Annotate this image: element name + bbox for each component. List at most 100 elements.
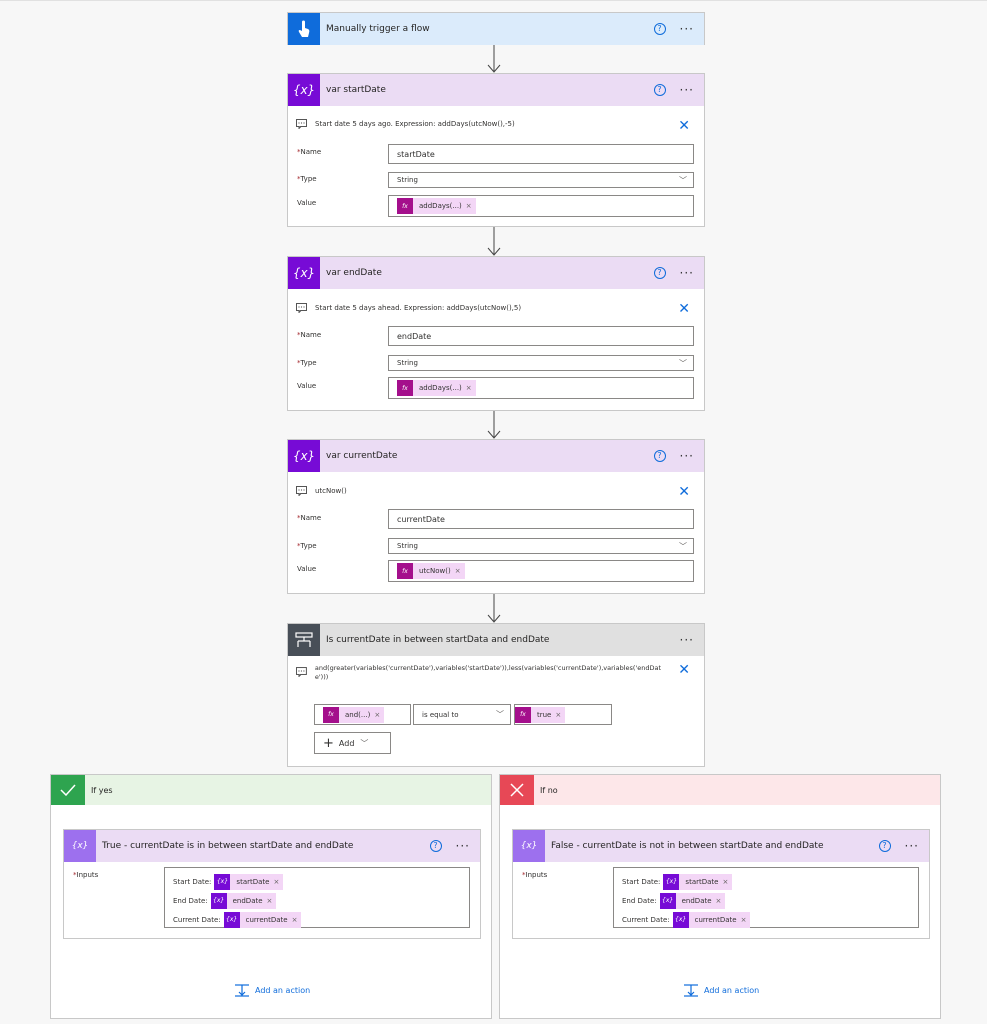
var-startdate-title: var startDate xyxy=(326,85,386,95)
if-yes-header[interactable]: If yes xyxy=(51,775,491,805)
variable-icon: {x} xyxy=(210,892,227,909)
remove-token-icon[interactable]: × xyxy=(465,202,472,210)
help-icon[interactable]: ? xyxy=(878,840,891,852)
value-field[interactable]: fx addDays(...) × xyxy=(388,195,694,217)
add-action-icon xyxy=(684,984,698,997)
help-icon[interactable]: ? xyxy=(653,450,666,462)
help-icon[interactable]: ? xyxy=(429,840,442,852)
if-yes-branch[interactable]: If yes {x} True - currentDate is in betw… xyxy=(50,774,492,1019)
condition-card[interactable]: Is currentDate in between startData and … xyxy=(287,623,705,767)
yes-action-header[interactable]: {x} True - currentDate is in between sta… xyxy=(64,830,480,862)
more-options-icon[interactable]: ··· xyxy=(679,83,694,97)
var-startdate-card[interactable]: {x} var startDate ? ··· Start date 5 day… xyxy=(287,73,705,227)
close-comment-icon[interactable]: ✕ xyxy=(678,662,690,678)
var-currentdate-card[interactable]: {x} var currentDate ? ··· utcNow() ✕ *Na… xyxy=(287,439,705,594)
variable-token[interactable]: {x} startDate × xyxy=(214,873,284,890)
variable-token[interactable]: {x} currentDate × xyxy=(672,911,751,928)
value-field[interactable]: fx addDays(...) × xyxy=(388,377,694,399)
trigger-card[interactable]: Manually trigger a flow ? ··· xyxy=(287,12,705,45)
help-icon[interactable]: ? xyxy=(653,84,666,96)
expression-token[interactable]: fx and(...) × xyxy=(323,706,385,723)
type-label: *Type xyxy=(297,359,317,367)
name-field[interactable]: startDate xyxy=(388,144,694,164)
add-action-button[interactable]: Add an action xyxy=(235,984,310,997)
remove-token-icon[interactable]: × xyxy=(722,877,729,886)
comment: Start date 5 days ago. Expression: addDa… xyxy=(296,119,515,129)
variable-token[interactable]: {x} startDate × xyxy=(663,873,733,890)
close-comment-icon[interactable]: ✕ xyxy=(678,301,690,317)
input-row: Current Date: {x} currentDate × xyxy=(173,910,469,929)
fx-icon: fx xyxy=(397,380,413,396)
name-label: *Name xyxy=(297,514,322,522)
no-action-header[interactable]: {x} False - currentDate is not in betwee… xyxy=(513,830,929,862)
input-row: Start Date: {x} startDate × xyxy=(622,872,918,891)
variable-token[interactable]: {x} endDate × xyxy=(659,892,726,909)
variable-icon: {x} xyxy=(223,911,240,928)
more-options-icon[interactable]: ··· xyxy=(679,22,694,36)
flow-arrow-icon xyxy=(487,45,501,73)
trigger-title: Manually trigger a flow xyxy=(326,24,430,34)
inputs-field[interactable]: Start Date: {x} startDate × End Date: {x} end… xyxy=(164,867,470,928)
if-no-label: If no xyxy=(540,785,558,795)
more-options-icon[interactable]: ··· xyxy=(679,633,694,647)
help-icon[interactable]: ? xyxy=(653,23,666,35)
more-options-icon[interactable]: ··· xyxy=(904,839,919,853)
comment-text: Start date 5 days ahead. Expression: add… xyxy=(315,304,522,312)
remove-token-icon[interactable]: × xyxy=(374,710,381,719)
more-options-icon[interactable]: ··· xyxy=(679,266,694,280)
type-dropdown[interactable]: String ﹀ xyxy=(388,172,694,188)
add-condition-button[interactable]: + Add ﹀ xyxy=(314,732,391,754)
chevron-down-icon: ﹀ xyxy=(679,542,687,551)
type-dropdown[interactable]: String ﹀ xyxy=(388,538,694,554)
if-no-branch[interactable]: If no {x} False - currentDate is not in … xyxy=(499,774,941,1019)
add-action-button[interactable]: Add an action xyxy=(684,984,759,997)
comment-icon xyxy=(296,119,307,129)
type-dropdown[interactable]: String ﹀ xyxy=(388,355,694,371)
variable-icon: {x} xyxy=(288,74,320,106)
remove-token-icon[interactable]: × xyxy=(555,710,562,719)
trigger-header[interactable]: Manually trigger a flow ? ··· xyxy=(288,13,704,45)
close-comment-icon[interactable]: ✕ xyxy=(678,484,690,500)
remove-token-icon[interactable]: × xyxy=(715,896,722,905)
var-startdate-header[interactable]: {x} var startDate ? ··· xyxy=(288,74,704,106)
remove-token-icon[interactable]: × xyxy=(291,915,298,924)
more-options-icon[interactable]: ··· xyxy=(455,839,470,853)
var-enddate-card[interactable]: {x} var endDate ? ··· Start date 5 days … xyxy=(287,256,705,411)
comment: utcNow() xyxy=(296,486,347,496)
if-yes-label: If yes xyxy=(91,785,113,795)
inputs-field[interactable]: Start Date: {x} startDate × End Date: {x} end… xyxy=(613,867,919,928)
expression-token[interactable]: fx addDays(...) × xyxy=(397,380,476,396)
top-divider xyxy=(0,0,987,1)
name-field[interactable]: endDate xyxy=(388,326,694,346)
value-field[interactable]: fx utcNow() × xyxy=(388,560,694,582)
inputs-label: *Inputs xyxy=(522,871,548,879)
var-currentdate-header[interactable]: {x} var currentDate ? ··· xyxy=(288,440,704,472)
variable-token[interactable]: {x} endDate × xyxy=(210,892,277,909)
close-comment-icon[interactable]: ✕ xyxy=(678,118,690,134)
help-icon[interactable]: ? xyxy=(653,267,666,279)
var-enddate-header[interactable]: {x} var endDate ? ··· xyxy=(288,257,704,289)
remove-token-icon[interactable]: × xyxy=(454,567,461,575)
value-label: Value xyxy=(297,199,317,207)
name-field[interactable]: currentDate xyxy=(388,509,694,529)
expression-token[interactable]: fx true × xyxy=(515,706,566,723)
value-label: Value xyxy=(297,382,317,390)
condition-header[interactable]: Is currentDate in between startData and … xyxy=(288,624,704,656)
remove-token-icon[interactable]: × xyxy=(465,384,472,392)
no-action-card[interactable]: {x} False - currentDate is not in betwee… xyxy=(512,829,930,939)
if-no-header[interactable]: If no xyxy=(500,775,940,805)
expression-token[interactable]: fx utcNow() × xyxy=(397,563,465,579)
yes-action-card[interactable]: {x} True - currentDate is in between sta… xyxy=(63,829,481,939)
condition-left-operand[interactable]: fx and(...) × xyxy=(314,704,411,725)
remove-token-icon[interactable]: × xyxy=(266,896,273,905)
expression-token[interactable]: fx addDays(...) × xyxy=(397,198,476,214)
input-row: End Date: {x} endDate × xyxy=(173,891,469,910)
more-options-icon[interactable]: ··· xyxy=(679,449,694,463)
condition-operator-dropdown[interactable]: is equal to ﹀ xyxy=(413,704,511,725)
remove-token-icon[interactable]: × xyxy=(273,877,280,886)
condition-right-operand[interactable]: fx true × xyxy=(514,704,612,725)
variable-token[interactable]: {x} currentDate × xyxy=(223,911,302,928)
comment-icon xyxy=(296,486,307,496)
type-label: *Type xyxy=(297,542,317,550)
remove-token-icon[interactable]: × xyxy=(740,915,747,924)
